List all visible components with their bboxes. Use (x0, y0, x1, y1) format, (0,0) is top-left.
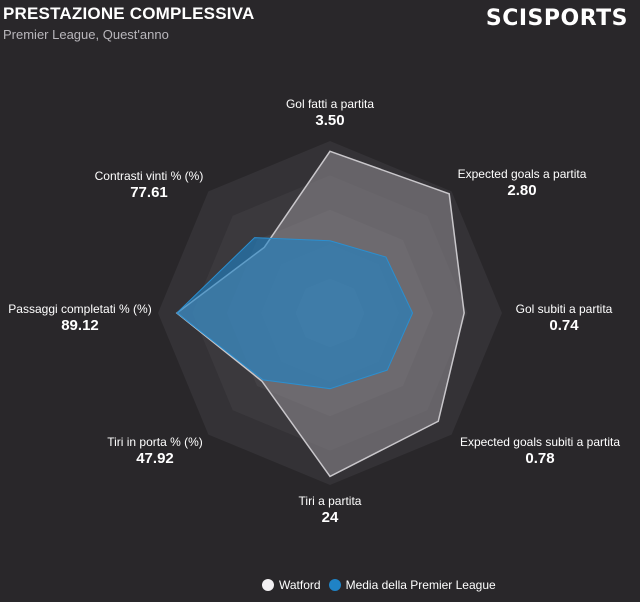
axis-label-4: Expected goals subiti a partita (460, 435, 620, 449)
axis-value-2: 2.80 (507, 182, 536, 199)
axis-value-4: 0.78 (525, 450, 554, 467)
legend: Watford Media della Premier League (262, 578, 496, 592)
legend-item-average[interactable]: Media della Premier League (328, 578, 496, 592)
axis-label-5: Tiri a partita (299, 494, 362, 508)
legend-label-team: Watford (279, 578, 321, 592)
axis-value-3: 0.74 (549, 317, 579, 334)
series-average-area (176, 237, 414, 390)
legend-item-team[interactable]: Watford (262, 578, 321, 592)
legend-dot-team (262, 579, 274, 591)
axis-label-8: Contrasti vinti % (%) (95, 169, 204, 183)
chart-subtitle: Premier League, Quest'anno (3, 27, 169, 42)
axis-value-1: 3.50 (315, 112, 344, 129)
legend-label-average: Media della Premier League (345, 578, 496, 592)
axis-value-8: 77.61 (130, 184, 168, 201)
axis-value-6: 47.92 (136, 450, 174, 467)
axis-value-5: 24 (322, 509, 339, 526)
axis-label-1: Gol fatti a partita (286, 97, 374, 111)
axis-value-7: 89.12 (61, 317, 99, 334)
axis-label-6: Tiri in porta % (%) (107, 435, 203, 449)
axis-label-2: Expected goals a partita (458, 167, 587, 181)
legend-dot-average (328, 579, 341, 591)
axis-label-7: Passaggi completati % (%) (8, 302, 151, 316)
scisports-logo: SCISPORTS (485, 6, 628, 31)
axis-label-3: Gol subiti a partita (516, 302, 613, 316)
chart-title: PRESTAZIONE COMPLESSIVA (3, 4, 255, 23)
